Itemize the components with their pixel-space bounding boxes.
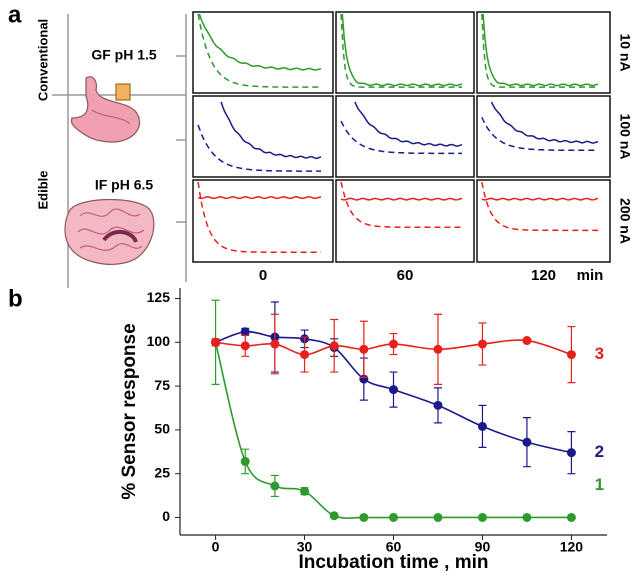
scale-label: 200 nA (617, 198, 633, 244)
y-tick-label: 25 (154, 464, 170, 480)
data-point (433, 344, 443, 354)
data-point (566, 448, 576, 458)
trace-box (476, 11, 611, 94)
trace-solid (340, 197, 463, 201)
trace-solid (198, 13, 322, 71)
intestine-icon (64, 198, 155, 265)
trace-box (476, 95, 611, 178)
x-tick-label: 90 (475, 539, 491, 555)
data-point (389, 339, 398, 349)
scale-label: 10 nA (617, 33, 633, 71)
trace-solid (341, 13, 463, 87)
data-point (270, 339, 280, 349)
trace-solid (482, 13, 599, 87)
y-tick-label: 75 (154, 377, 170, 393)
data-point (240, 327, 250, 337)
data-point (300, 350, 310, 360)
trace-solid (220, 101, 322, 160)
x-tick-label: 120 (560, 539, 584, 555)
trace-dashed (340, 181, 462, 228)
data-point (433, 400, 443, 410)
group-label: Edible (35, 170, 50, 209)
data-point (211, 337, 221, 347)
group-label: Conventional (35, 19, 50, 101)
medium-label: IF pH 6.5 (95, 177, 154, 193)
series-label: 3 (595, 344, 604, 363)
trace-dashed (481, 13, 598, 88)
data-point (477, 421, 487, 431)
trace-dashed (197, 13, 321, 88)
trace-solid (490, 101, 599, 144)
x-tick-label: 60 (386, 539, 402, 555)
series-label: 1 (595, 475, 604, 494)
data-point (389, 385, 398, 395)
data-point (270, 481, 280, 491)
trace-dashed (481, 116, 598, 152)
data-point (329, 341, 339, 351)
x-tick-label: 30 (297, 539, 313, 555)
time-label: 0 (259, 267, 267, 284)
time-label: 120 (531, 267, 556, 284)
data-point (566, 512, 576, 522)
data-point (477, 512, 487, 522)
trace-box (335, 179, 475, 263)
data-point (240, 341, 250, 351)
data-point (359, 512, 369, 522)
trace-dashed (340, 13, 462, 88)
x-tick-label: 0 (212, 539, 220, 555)
y-axis-label: % Sensor response (119, 323, 140, 499)
trace-solid (197, 196, 322, 200)
data-point (300, 486, 310, 496)
data-point (389, 512, 398, 522)
series-line (214, 342, 572, 519)
data-point (329, 511, 339, 521)
data-point (359, 344, 369, 354)
y-tick-label: 100 (147, 333, 171, 349)
trace-box (192, 179, 334, 263)
trace-box (192, 95, 334, 178)
time-label: 60 (397, 267, 414, 284)
trace-dashed (197, 124, 321, 172)
scale-label: 100 nA (617, 114, 633, 160)
trace-box (192, 11, 334, 94)
data-point (240, 456, 250, 466)
trace-dashed (197, 181, 321, 253)
trace-solid (354, 101, 463, 147)
series-label: 2 (595, 442, 604, 461)
medium-label: GF pH 1.5 (91, 47, 157, 63)
stomach-icon (70, 76, 141, 143)
trace-dashed (340, 120, 462, 155)
data-point (433, 512, 443, 522)
panel-label: a (8, 1, 22, 28)
trace-box (476, 179, 611, 263)
panel-label: b (8, 285, 23, 312)
trace-box (335, 95, 475, 178)
y-tick-label: 0 (162, 508, 170, 524)
trace-box (335, 11, 475, 94)
data-point (522, 437, 532, 447)
data-point (566, 350, 576, 360)
time-unit: min (577, 267, 604, 284)
trace-solid (481, 197, 599, 201)
y-tick-label: 125 (147, 289, 171, 305)
data-point (522, 512, 532, 522)
trace-dashed (481, 181, 598, 232)
data-point (477, 339, 487, 349)
data-point (522, 336, 532, 346)
x-axis-label: Incubation time , min (298, 552, 488, 573)
y-tick-label: 50 (154, 421, 170, 437)
